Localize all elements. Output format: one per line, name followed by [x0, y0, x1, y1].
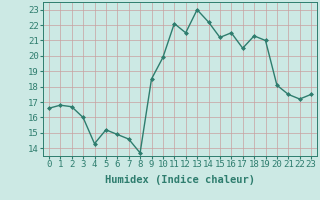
X-axis label: Humidex (Indice chaleur): Humidex (Indice chaleur) [105, 175, 255, 185]
